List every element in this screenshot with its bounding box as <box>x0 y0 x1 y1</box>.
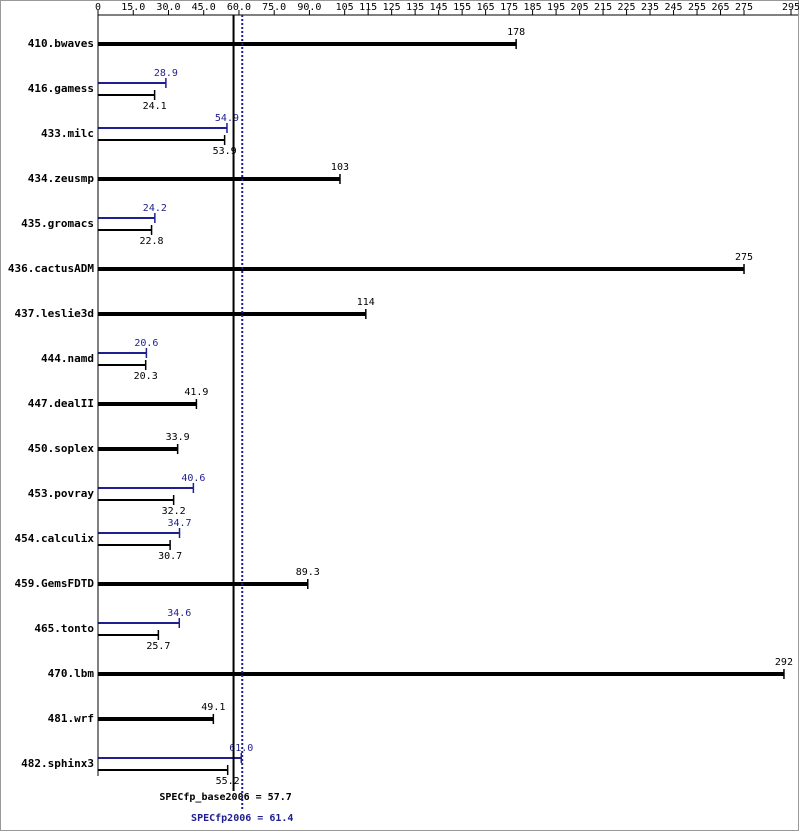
x-tick-label: 195 <box>547 2 565 13</box>
category-label: 437.leslie3d <box>15 307 94 320</box>
x-tick-label: 135 <box>406 2 424 13</box>
x-tick-label: 245 <box>665 2 683 13</box>
category-label: 416.gamess <box>28 82 94 95</box>
x-tick-label: 225 <box>618 2 636 13</box>
value-label-base: 53.9 <box>213 146 237 157</box>
x-tick-label: 265 <box>711 2 729 13</box>
x-tick-label: 165 <box>477 2 495 13</box>
x-tick-label: 0 <box>95 2 101 13</box>
category-label: 459.GemsFDTD <box>15 577 95 590</box>
x-tick-label: 295 <box>782 2 799 13</box>
category-label: 482.sphinx3 <box>21 757 94 770</box>
x-tick-label: 255 <box>688 2 706 13</box>
x-tick-label: 155 <box>453 2 471 13</box>
value-label-base: 30.7 <box>158 551 182 562</box>
x-tick-label: 205 <box>571 2 589 13</box>
value-label: 41.9 <box>184 387 208 398</box>
value-label-base: 32.2 <box>162 506 186 517</box>
value-label: 178 <box>507 27 525 38</box>
x-tick-label: 60.0 <box>227 2 251 13</box>
value-label-peak: 34.6 <box>167 608 191 619</box>
value-label: 292 <box>775 657 793 668</box>
category-label: 450.soplex <box>28 442 95 455</box>
value-label: 49.1 <box>201 702 225 713</box>
category-label: 454.calculix <box>15 532 95 545</box>
x-tick-label: 15.0 <box>121 2 145 13</box>
category-label: 481.wrf <box>48 712 94 725</box>
category-label: 434.zeusmp <box>28 172 95 185</box>
x-tick-label: 90.0 <box>297 2 321 13</box>
value-label: 114 <box>357 297 375 308</box>
x-tick-label: 235 <box>641 2 659 13</box>
x-tick-label: 145 <box>430 2 448 13</box>
category-label: 444.namd <box>41 352 94 365</box>
category-label: 436.cactusADM <box>8 262 94 275</box>
peak-reference-label: SPECfp2006 = 61.4 <box>191 813 293 824</box>
value-label-base: 55.2 <box>216 776 240 787</box>
value-label-peak: 28.9 <box>154 68 178 79</box>
value-label-peak: 20.6 <box>134 338 158 349</box>
value-label-base: 20.3 <box>134 371 158 382</box>
x-tick-label: 105 <box>336 2 354 13</box>
category-label: 465.tonto <box>34 622 94 635</box>
x-tick-label: 30.0 <box>156 2 180 13</box>
value-label: 103 <box>331 162 349 173</box>
category-label: 470.lbm <box>48 667 95 680</box>
x-tick-label: 185 <box>524 2 542 13</box>
x-tick-label: 215 <box>594 2 612 13</box>
value-label-base: 24.1 <box>143 101 167 112</box>
value-label: 89.3 <box>296 567 320 578</box>
x-tick-label: 125 <box>383 2 401 13</box>
value-label-peak: 24.2 <box>143 203 167 214</box>
x-tick-label: 75.0 <box>262 2 286 13</box>
value-label-base: 25.7 <box>146 641 170 652</box>
x-tick-label: 175 <box>500 2 518 13</box>
category-label: 447.dealII <box>28 397 94 410</box>
value-label-peak: 40.6 <box>181 473 205 484</box>
category-label: 410.bwaves <box>28 37 94 50</box>
value-label-peak: 54.9 <box>215 113 239 124</box>
x-tick-label: 115 <box>359 2 377 13</box>
base-reference-label: SPECfp_base2006 = 57.7 <box>159 792 291 803</box>
x-tick-label: 275 <box>735 2 753 13</box>
value-label-peak: 34.7 <box>167 518 191 529</box>
category-label: 433.milc <box>41 127 94 140</box>
category-label: 435.gromacs <box>21 217 94 230</box>
value-label-base: 22.8 <box>140 236 164 247</box>
category-label: 453.povray <box>28 487 95 500</box>
value-label: 33.9 <box>166 432 190 443</box>
value-label: 275 <box>735 252 753 263</box>
x-tick-label: 45.0 <box>192 2 216 13</box>
